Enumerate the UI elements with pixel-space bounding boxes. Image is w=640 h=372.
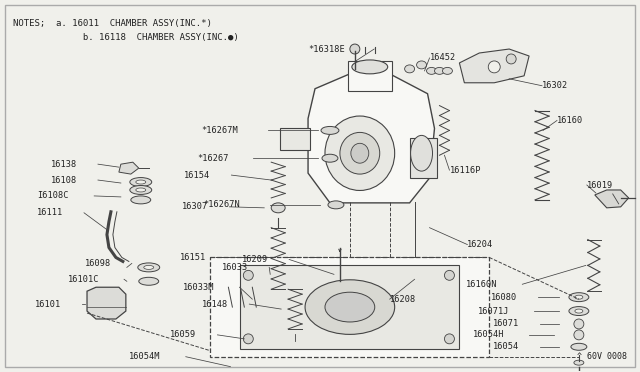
Ellipse shape <box>144 265 154 269</box>
Ellipse shape <box>352 60 388 74</box>
Text: 16101: 16101 <box>35 299 61 309</box>
Ellipse shape <box>435 67 444 74</box>
Text: 16054: 16054 <box>493 342 519 351</box>
Text: 16080: 16080 <box>491 293 517 302</box>
Text: 16138: 16138 <box>51 160 77 169</box>
Text: 16160N: 16160N <box>466 280 497 289</box>
Text: 16151: 16151 <box>180 253 207 262</box>
Ellipse shape <box>136 188 146 192</box>
FancyArrowPatch shape <box>339 249 341 251</box>
Text: 16108: 16108 <box>51 176 77 185</box>
Text: 16071: 16071 <box>493 320 519 328</box>
Bar <box>241 265 460 349</box>
Ellipse shape <box>321 126 339 134</box>
Circle shape <box>574 319 584 329</box>
Text: 16071J: 16071J <box>477 307 509 315</box>
Ellipse shape <box>265 334 279 343</box>
Circle shape <box>574 330 584 340</box>
Ellipse shape <box>130 186 152 195</box>
Ellipse shape <box>411 135 433 171</box>
Ellipse shape <box>136 180 146 184</box>
Ellipse shape <box>569 307 589 315</box>
Bar <box>280 128 310 150</box>
Ellipse shape <box>404 65 415 73</box>
Circle shape <box>488 61 500 73</box>
Circle shape <box>292 340 298 345</box>
Polygon shape <box>308 74 435 203</box>
Text: 16054H: 16054H <box>473 330 504 339</box>
Ellipse shape <box>574 360 584 365</box>
Circle shape <box>506 54 516 64</box>
Text: 16204: 16204 <box>467 240 493 249</box>
Circle shape <box>350 44 360 54</box>
Text: 16054M: 16054M <box>129 352 161 361</box>
Text: 16101C: 16101C <box>67 275 99 284</box>
Ellipse shape <box>571 343 587 350</box>
Circle shape <box>444 334 454 344</box>
Text: *16267N: *16267N <box>204 201 241 209</box>
Text: 16302: 16302 <box>542 81 568 90</box>
Text: 16208: 16208 <box>390 295 416 304</box>
Text: 16019: 16019 <box>587 180 613 189</box>
Ellipse shape <box>442 67 452 74</box>
Ellipse shape <box>417 61 426 69</box>
Circle shape <box>243 334 253 344</box>
Text: NOTES;  a. 16011  CHAMBER ASSY(INC.*): NOTES; a. 16011 CHAMBER ASSY(INC.*) <box>13 19 212 28</box>
Ellipse shape <box>130 177 152 186</box>
Text: *16318E: *16318E <box>308 45 345 54</box>
Ellipse shape <box>569 293 589 302</box>
Ellipse shape <box>252 334 265 343</box>
Polygon shape <box>119 162 139 174</box>
Text: 16154: 16154 <box>184 171 211 180</box>
Ellipse shape <box>340 132 380 174</box>
Ellipse shape <box>269 337 275 341</box>
Ellipse shape <box>426 67 436 74</box>
Ellipse shape <box>351 143 369 163</box>
Text: 16111: 16111 <box>37 208 63 217</box>
Text: 16160: 16160 <box>557 116 583 125</box>
Circle shape <box>243 270 253 280</box>
Text: 16033: 16033 <box>222 263 248 272</box>
Text: *16267M: *16267M <box>202 126 238 135</box>
Bar <box>410 138 438 178</box>
Text: 16098: 16098 <box>84 259 111 268</box>
Polygon shape <box>460 49 529 83</box>
Ellipse shape <box>575 309 583 313</box>
Text: 16209: 16209 <box>242 255 268 264</box>
Bar <box>348 61 392 91</box>
Ellipse shape <box>139 277 159 285</box>
Ellipse shape <box>131 196 151 204</box>
Polygon shape <box>87 287 126 319</box>
Text: 16033M: 16033M <box>183 283 214 292</box>
Text: *16267: *16267 <box>197 154 228 163</box>
Text: 16059: 16059 <box>170 330 196 339</box>
Text: I6108C: I6108C <box>38 192 69 201</box>
Text: 16452: 16452 <box>429 54 456 62</box>
Text: b. 16118  CHAMBER ASSY(INC.●): b. 16118 CHAMBER ASSY(INC.●) <box>13 33 239 42</box>
Ellipse shape <box>325 116 395 190</box>
Text: 16116P: 16116P <box>449 166 481 174</box>
Text: ^ 60V 0008: ^ 60V 0008 <box>577 352 627 361</box>
Ellipse shape <box>575 295 583 299</box>
Ellipse shape <box>138 263 160 272</box>
Ellipse shape <box>255 337 261 341</box>
Ellipse shape <box>325 292 375 322</box>
Ellipse shape <box>322 154 338 162</box>
Bar <box>211 257 489 357</box>
Polygon shape <box>595 190 628 208</box>
Ellipse shape <box>328 201 344 209</box>
Text: 16307: 16307 <box>182 202 209 211</box>
Text: 16148: 16148 <box>202 299 228 309</box>
Circle shape <box>444 270 454 280</box>
Ellipse shape <box>271 203 285 213</box>
Ellipse shape <box>305 280 395 334</box>
Circle shape <box>334 278 346 290</box>
